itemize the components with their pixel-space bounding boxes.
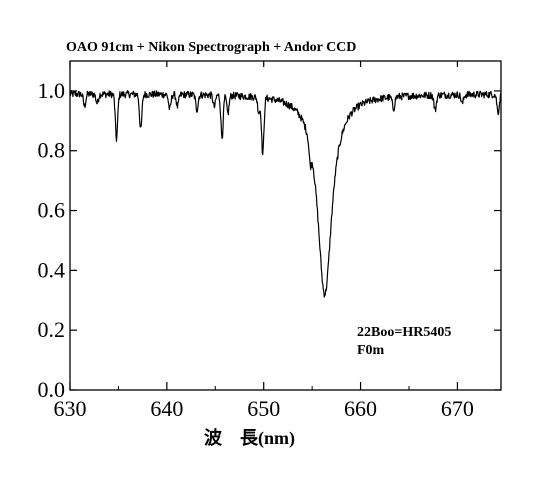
y-tick-label: 0.6: [38, 198, 66, 223]
x-tick-label: 650: [247, 396, 280, 421]
x-axis-label: 波 長(nm): [204, 427, 295, 449]
y-tick-label: 0.2: [38, 317, 66, 342]
plot-frame: [69, 60, 502, 391]
x-tick-label: 670: [441, 396, 474, 421]
y-tick-label: 0.0: [38, 377, 66, 402]
y-tick-label: 0.4: [38, 257, 66, 282]
plot-border: [69, 60, 502, 391]
spectrum-line: [69, 89, 502, 298]
x-tick-label: 640: [150, 396, 183, 421]
x-tick-label: 630: [54, 396, 87, 421]
star-name-label: 22Boo=HR5405: [357, 325, 451, 340]
y-tick-label: 0.8: [38, 138, 66, 163]
y-axis: 0.0 0.2 0.4 0.6 0.8 1.0: [38, 78, 501, 402]
chart-title: OAO 91cm + Nikon Spectrograph + Andor CC…: [66, 40, 356, 55]
spectral-type-label: F0m: [357, 343, 385, 358]
x-tick-label: 660: [344, 396, 377, 421]
x-axis: 630 640 650 660 670: [54, 61, 474, 421]
y-tick-label: 1.0: [38, 78, 66, 103]
